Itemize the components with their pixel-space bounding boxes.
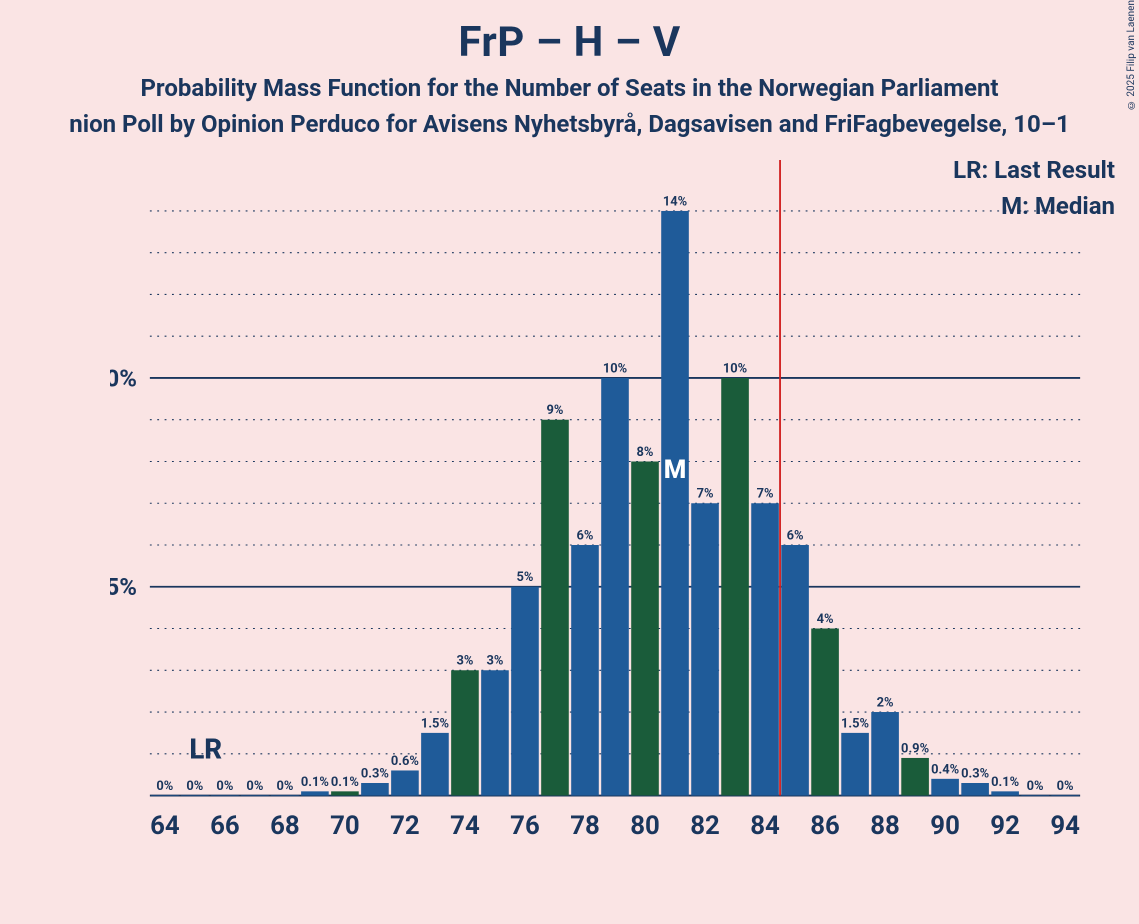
x-tick-label: 66 bbox=[210, 811, 240, 841]
x-tick-label: 64 bbox=[150, 811, 180, 841]
x-tick-label: 74 bbox=[450, 811, 480, 841]
bar bbox=[841, 733, 869, 796]
bar-value-label: 0% bbox=[216, 779, 233, 794]
bar-value-label: 0.1% bbox=[331, 775, 359, 790]
x-tick-label: 86 bbox=[810, 811, 840, 841]
bar-value-label: 1.5% bbox=[421, 716, 449, 731]
bar bbox=[991, 791, 1019, 795]
bar bbox=[571, 545, 599, 796]
chart-subtitle: Probability Mass Function for the Number… bbox=[0, 74, 1139, 102]
chart-title: FrP – H – V bbox=[0, 18, 1139, 67]
bar-value-label: 9% bbox=[547, 403, 564, 418]
bar-value-label: 0.6% bbox=[391, 754, 419, 769]
bar bbox=[451, 670, 479, 795]
bar bbox=[301, 791, 329, 795]
bar bbox=[691, 503, 719, 795]
bar-value-label: 2% bbox=[877, 695, 894, 710]
bar bbox=[871, 712, 899, 796]
x-tick-label: 70 bbox=[330, 811, 360, 841]
bar-value-label: 0.3% bbox=[361, 766, 389, 781]
bar-value-label: 0.1% bbox=[301, 775, 329, 790]
bar-value-label: 0.3% bbox=[961, 766, 989, 781]
bar-value-label: 0.4% bbox=[931, 762, 959, 777]
m-marker: M bbox=[664, 455, 687, 485]
bar-value-label: 0% bbox=[1057, 779, 1074, 794]
bar-value-label: 14% bbox=[663, 194, 687, 209]
x-tick-label: 72 bbox=[390, 811, 420, 841]
chart-subsubtitle: nion Poll by Opinion Perduco for Avisens… bbox=[0, 110, 1139, 138]
bar bbox=[901, 758, 929, 796]
pmf-bar-chart: 5%10% 0%0%0%0%0%0.1%0.1%0.3%0.6%1.5%3%3%… bbox=[110, 160, 1120, 860]
bar-value-label: 5% bbox=[517, 570, 534, 585]
bar-value-label: 3% bbox=[487, 654, 504, 669]
bar bbox=[421, 733, 449, 796]
bar-value-label: 0% bbox=[1027, 779, 1044, 794]
bar bbox=[541, 420, 569, 796]
bar-value-label: 7% bbox=[757, 487, 774, 502]
bar bbox=[811, 629, 839, 796]
bar bbox=[331, 791, 359, 795]
bar-value-label: 0% bbox=[276, 779, 293, 794]
bar bbox=[931, 779, 959, 796]
credit-text: © 2025 Filip van Laenen bbox=[1126, 0, 1137, 110]
bar bbox=[721, 378, 749, 796]
bar bbox=[631, 461, 659, 795]
bar-value-label: 6% bbox=[577, 528, 594, 543]
x-tick-label: 78 bbox=[570, 811, 600, 841]
bar-value-label: 0% bbox=[246, 779, 263, 794]
bar bbox=[361, 783, 389, 796]
bar-value-label: 0.9% bbox=[901, 741, 929, 756]
bar-value-label: 1.5% bbox=[841, 716, 869, 731]
bar bbox=[391, 770, 419, 795]
bar-value-label: 3% bbox=[457, 654, 474, 669]
bar-value-label: 4% bbox=[817, 612, 834, 627]
bar-value-label: 0.1% bbox=[991, 775, 1019, 790]
x-tick-label: 94 bbox=[1050, 811, 1080, 841]
bar bbox=[661, 211, 689, 796]
bar bbox=[511, 587, 539, 796]
x-tick-label: 90 bbox=[930, 811, 960, 841]
bar-value-label: 10% bbox=[723, 361, 747, 376]
bar bbox=[481, 670, 509, 795]
bar bbox=[601, 378, 629, 796]
bar-value-label: 0% bbox=[156, 779, 173, 794]
bar-value-label: 7% bbox=[697, 487, 714, 502]
bar-value-label: 6% bbox=[787, 528, 804, 543]
bar-value-label: 8% bbox=[637, 445, 654, 460]
bar-value-label: 0% bbox=[186, 779, 203, 794]
bar-value-label: 10% bbox=[603, 361, 627, 376]
y-axis-labels: 5% 10% bbox=[110, 364, 137, 601]
x-tick-label: 92 bbox=[990, 811, 1020, 841]
bar bbox=[961, 783, 989, 796]
lr-marker: LR bbox=[189, 733, 222, 766]
x-tick-label: 88 bbox=[870, 811, 900, 841]
x-axis-labels: 64 66 68 70 72 74 76 78 80 82 84 86 88 90 92 94 bbox=[150, 811, 1080, 841]
x-tick-label: 80 bbox=[630, 811, 660, 841]
bar bbox=[751, 503, 779, 795]
bar bbox=[781, 545, 809, 796]
x-tick-label: 68 bbox=[270, 811, 300, 841]
x-tick-label: 82 bbox=[690, 811, 720, 841]
x-tick-label: 84 bbox=[750, 811, 780, 841]
svg-text:10%: 10% bbox=[110, 364, 137, 392]
x-tick-label: 76 bbox=[510, 811, 540, 841]
svg-text:5%: 5% bbox=[110, 573, 137, 601]
